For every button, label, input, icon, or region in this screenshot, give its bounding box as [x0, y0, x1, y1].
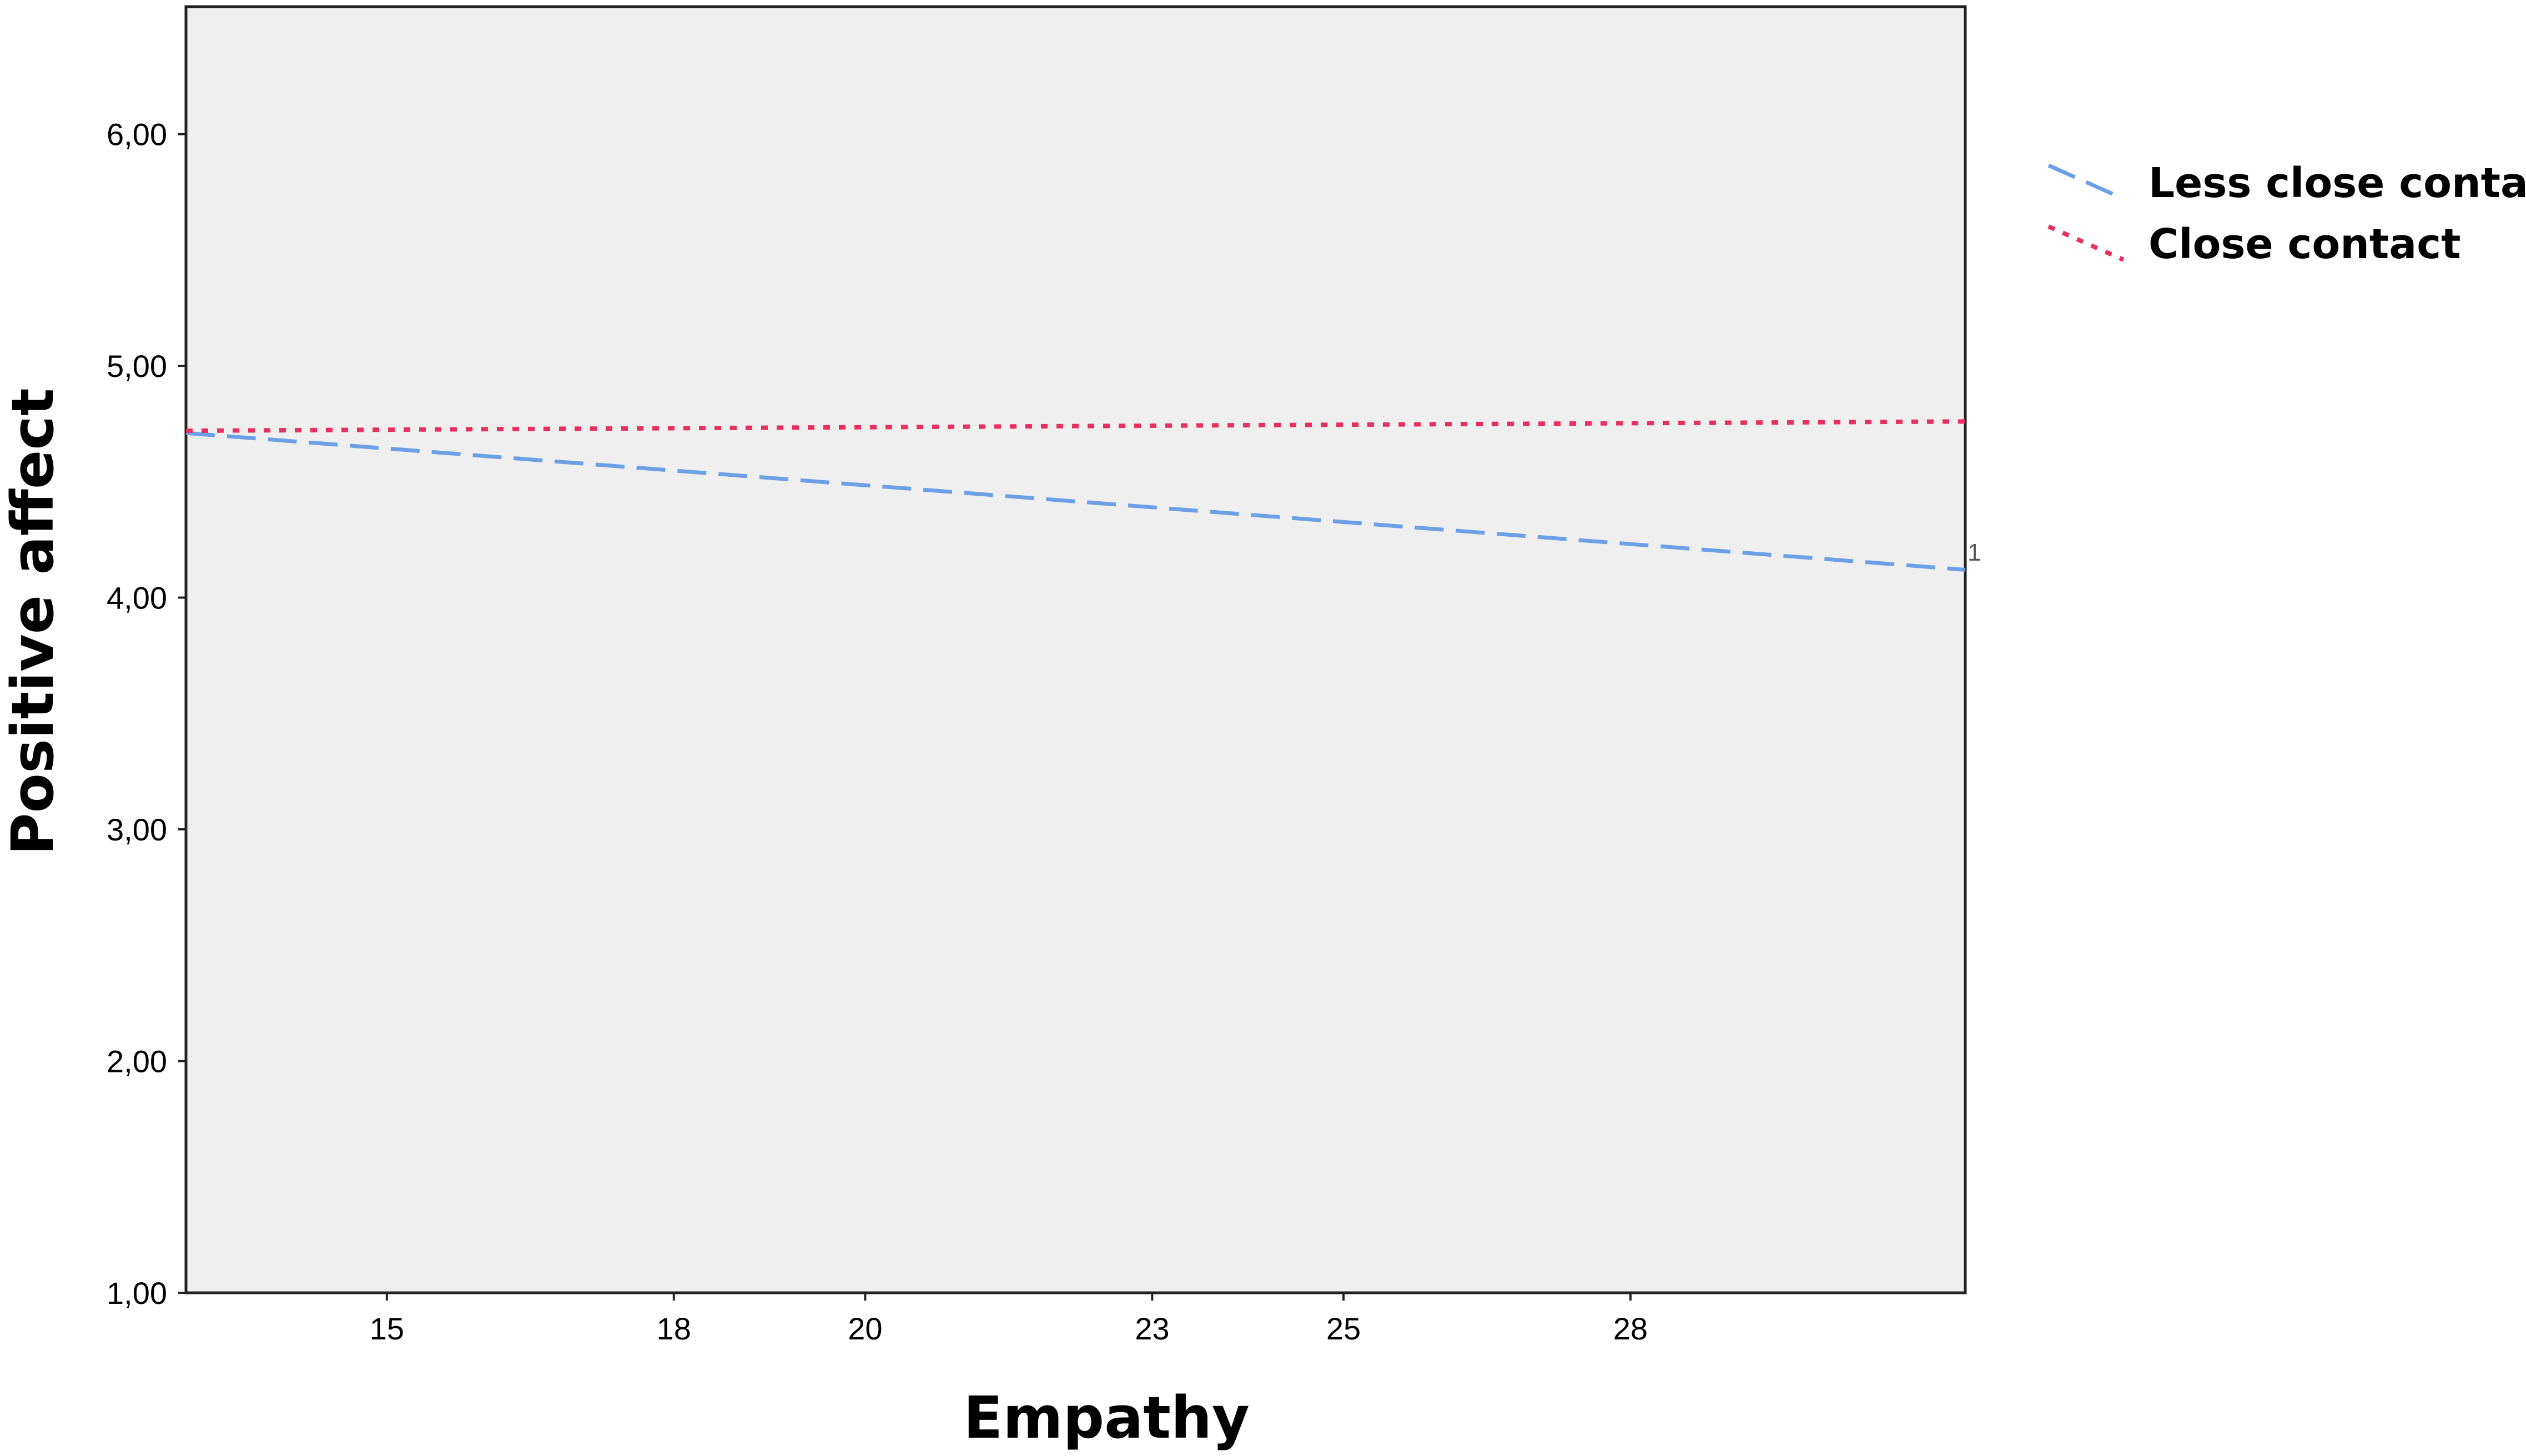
legend: Less close contact Close contact — [2047, 159, 2526, 268]
y-tick-label: 4,00 — [107, 581, 167, 616]
series-line-close-contact — [185, 419, 1966, 433]
x-tick-label: 18 — [657, 1311, 691, 1346]
x-tick-label: 28 — [1613, 1311, 1648, 1346]
series-line-less-close-contact — [185, 431, 1966, 572]
x-tick-label: 20 — [848, 1311, 882, 1346]
x-tick-label: 23 — [1135, 1311, 1169, 1346]
y-axis-title: Positive affect — [0, 388, 67, 855]
y-tick-label: 3,00 — [107, 812, 167, 847]
y-axis-ticks: 1,00 2,00 3,00 4,00 5,00 6,00 — [107, 117, 186, 1311]
x-axis-title: Empathy — [963, 1384, 1250, 1452]
series-lines — [185, 419, 1966, 572]
line-marker-label: 1 — [1968, 539, 1981, 566]
y-tick-label: 5,00 — [107, 349, 167, 384]
y-tick-label: 1,00 — [107, 1276, 167, 1311]
legend-swatch — [2047, 163, 2125, 201]
x-axis-ticks: 15 18 20 23 25 28 — [370, 1293, 1648, 1346]
y-tick-label: 6,00 — [107, 117, 167, 152]
y-tick-label: 2,00 — [107, 1044, 167, 1079]
legend-label: Close contact — [2148, 220, 2460, 268]
plot-background — [184, 5, 1967, 1294]
x-tick-label: 15 — [370, 1311, 404, 1346]
legend-swatch — [2047, 224, 2125, 262]
legend-label: Less close contact — [2148, 159, 2526, 207]
x-tick-label: 25 — [1326, 1311, 1361, 1346]
